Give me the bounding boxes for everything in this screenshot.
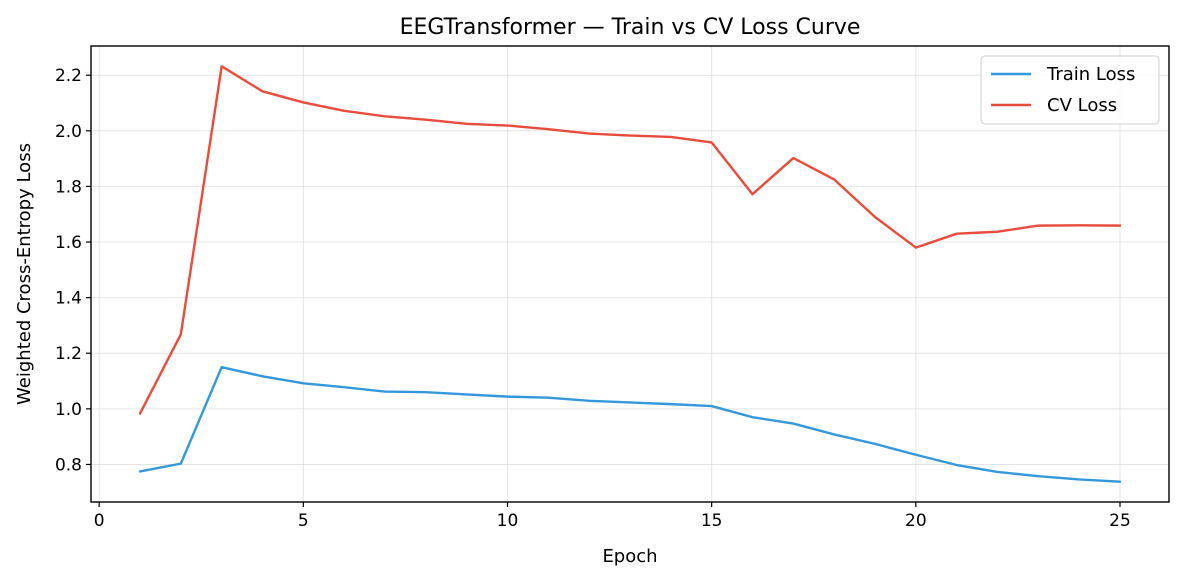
y-tick-label: 1.0 bbox=[55, 400, 82, 420]
legend-label-train-loss: Train Loss bbox=[1046, 64, 1135, 85]
cv-loss-series-line bbox=[138, 65, 1122, 415]
chart-title: EEGTransformer — Train vs CV Loss Curve bbox=[400, 15, 861, 40]
x-tick-label: 15 bbox=[701, 511, 723, 531]
x-tick-label: 5 bbox=[298, 511, 309, 531]
y-tick-label: 1.4 bbox=[55, 289, 82, 309]
axes-frame bbox=[90, 45, 1170, 503]
y-tick-label: 0.8 bbox=[55, 455, 82, 475]
x-tick-label: 10 bbox=[497, 511, 519, 531]
legend: Train Loss CV Loss bbox=[980, 55, 1160, 125]
y-tick-label: 1.2 bbox=[55, 344, 82, 364]
train-loss-series-line bbox=[138, 365, 1122, 483]
x-axis-label: Epoch bbox=[602, 546, 657, 567]
y-tick-label: 2.2 bbox=[55, 66, 82, 86]
series-lines bbox=[138, 65, 1122, 483]
y-axis-label: Weighted Cross-Entropy Loss bbox=[14, 143, 35, 405]
legend-label-cv-loss: CV Loss bbox=[1047, 95, 1117, 116]
x-tick-label: 25 bbox=[1109, 511, 1131, 531]
x-tick-label: 20 bbox=[905, 511, 927, 531]
y-tick-label: 1.6 bbox=[55, 233, 82, 253]
y-tick-label: 2.0 bbox=[55, 122, 82, 142]
x-tick-label: 0 bbox=[94, 511, 105, 531]
y-ticks: 0.8 1.0 1.2 1.4 1.6 1.8 2.0 2.2 bbox=[55, 66, 91, 475]
y-tick-label: 1.8 bbox=[55, 177, 82, 197]
x-ticks: 0 5 10 15 20 25 bbox=[94, 502, 1131, 531]
